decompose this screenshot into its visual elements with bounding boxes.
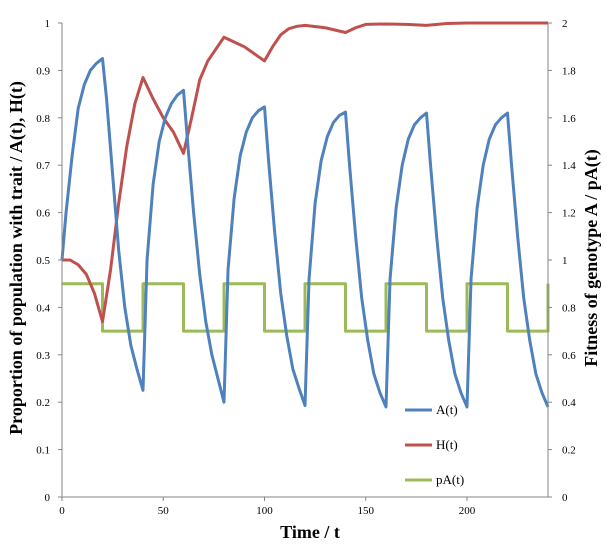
- series-line-pa-t: [62, 282, 550, 333]
- y-tick-label: 0.2: [36, 397, 50, 409]
- tick-labels: 0 50 100 150 200 0 0.1 0.2 0.3 0.4 0.5 0.6 0.7 0.8 0.9…: [36, 18, 576, 517]
- y-tick-label: 0.6: [36, 208, 50, 220]
- x-tick-label: 0: [59, 505, 65, 517]
- y2-tick-label: 1.4: [562, 160, 576, 172]
- y-tick-label: 0.8: [36, 113, 50, 125]
- y-axis-title: Proportion of population with trait / A(…: [6, 81, 27, 435]
- y2-tick-label: 2: [562, 18, 568, 30]
- y-tick-label: 0.3: [36, 350, 50, 362]
- y-tick-label: 0.5: [36, 255, 50, 267]
- y2-tick-label: 1: [562, 255, 568, 267]
- plot-lines: [60, 21, 550, 409]
- y2-tick-label: 1.6: [562, 113, 576, 125]
- legend-label: A(t): [436, 402, 458, 417]
- y2-tick-label: 0.8: [562, 302, 576, 314]
- x-axis-title: Time / t: [280, 522, 340, 542]
- y2-tick-label: 0.4: [562, 397, 576, 409]
- y-tick-label: 0.1: [36, 445, 50, 457]
- axes: [58, 22, 552, 501]
- legend-label: pA(t): [436, 472, 464, 487]
- series-line-h-t: [62, 21, 548, 324]
- y2-tick-label: 0: [562, 492, 568, 504]
- y2-tick-label: 1.8: [562, 65, 576, 77]
- x-tick-label: 100: [256, 505, 273, 517]
- y-tick-label: 1: [45, 18, 51, 30]
- x-tick-label: 200: [459, 505, 476, 517]
- y-tick-label: 0.7: [36, 160, 50, 172]
- legend: A(t) H(t) pA(t): [405, 402, 464, 487]
- series-line-a-t: [60, 57, 550, 409]
- x-tick-label: 150: [358, 505, 375, 517]
- x-tick-label: 50: [158, 505, 170, 517]
- y2-tick-label: 1.2: [562, 208, 576, 220]
- y2-tick-label: 0.6: [562, 350, 576, 362]
- y2-tick-label: 0.2: [562, 445, 576, 457]
- y-tick-label: 0: [45, 492, 51, 504]
- y-tick-label: 0.9: [36, 65, 50, 77]
- y-tick-label: 0.4: [36, 302, 50, 314]
- y2-axis-title: Fitness of genotype A / pA(t): [581, 149, 602, 367]
- legend-label: H(t): [436, 437, 458, 452]
